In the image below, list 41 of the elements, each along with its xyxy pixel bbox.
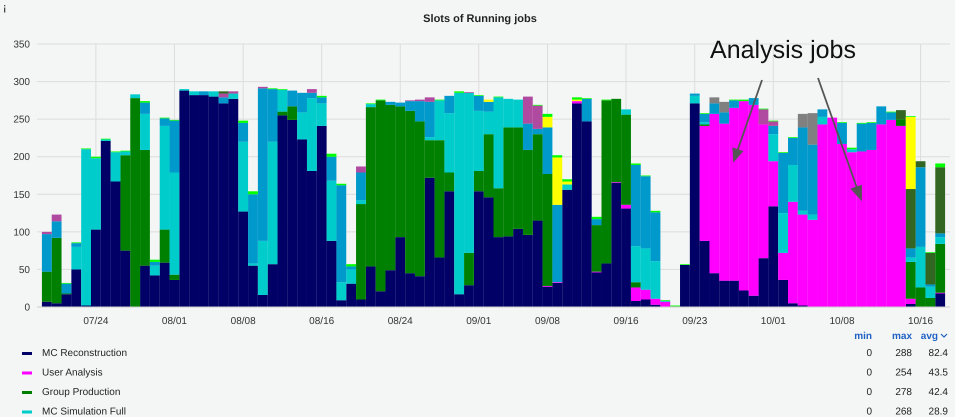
legend-label: User Analysis (42, 368, 103, 378)
text: 0 (866, 368, 872, 378)
text: 254 (895, 368, 912, 378)
x-tick-label: 08/01 (162, 316, 188, 327)
text: 28.9 (928, 406, 948, 417)
x-tick-label: 08/16 (309, 316, 335, 327)
legend-label: MC Simulation Full (42, 406, 126, 417)
text: 268 (895, 406, 912, 417)
text: 0 (866, 406, 872, 417)
x-tick-label: 08/08 (230, 316, 256, 327)
text: 0 (866, 387, 872, 398)
text: 42.4 (928, 387, 948, 398)
x-tick-label: 08/24 (388, 316, 414, 327)
text: 278 (895, 387, 912, 398)
text: avg (920, 331, 938, 342)
text: 43.5 (928, 368, 948, 378)
y-tick-label: 200 (13, 152, 30, 164)
y-tick-label: 150 (13, 190, 30, 201)
text: 82.4 (928, 348, 948, 359)
y-tick-label: 300 (13, 77, 30, 88)
text: max (892, 331, 912, 342)
text: 288 (895, 348, 912, 359)
x-tick-label: 09/01 (466, 316, 492, 327)
y-tick-label: 0 (24, 302, 30, 314)
y-tick-label: 350 (13, 40, 30, 50)
y-tick-label: 250 (13, 114, 30, 126)
y-tick-label: 100 (13, 227, 30, 238)
x-tick-label: 09/08 (534, 316, 560, 327)
chart-title: Slots of Running jobs (423, 13, 537, 25)
x-tick-label: 10/01 (760, 316, 786, 327)
text: min (854, 331, 872, 342)
x-tick-label: 09/16 (614, 316, 639, 327)
legend-label: MC Reconstruction (42, 348, 128, 359)
annotation: Analysis jobs (710, 36, 856, 64)
x-tick-label: 10/16 (908, 316, 934, 327)
x-tick-label: 10/08 (829, 316, 855, 327)
legend-label: Group Production (42, 387, 120, 398)
x-tick-label: 07/24 (83, 316, 109, 327)
y-tick-label: 50 (18, 264, 30, 276)
text: 0 (866, 348, 872, 359)
x-tick-label: 09/23 (682, 316, 708, 327)
